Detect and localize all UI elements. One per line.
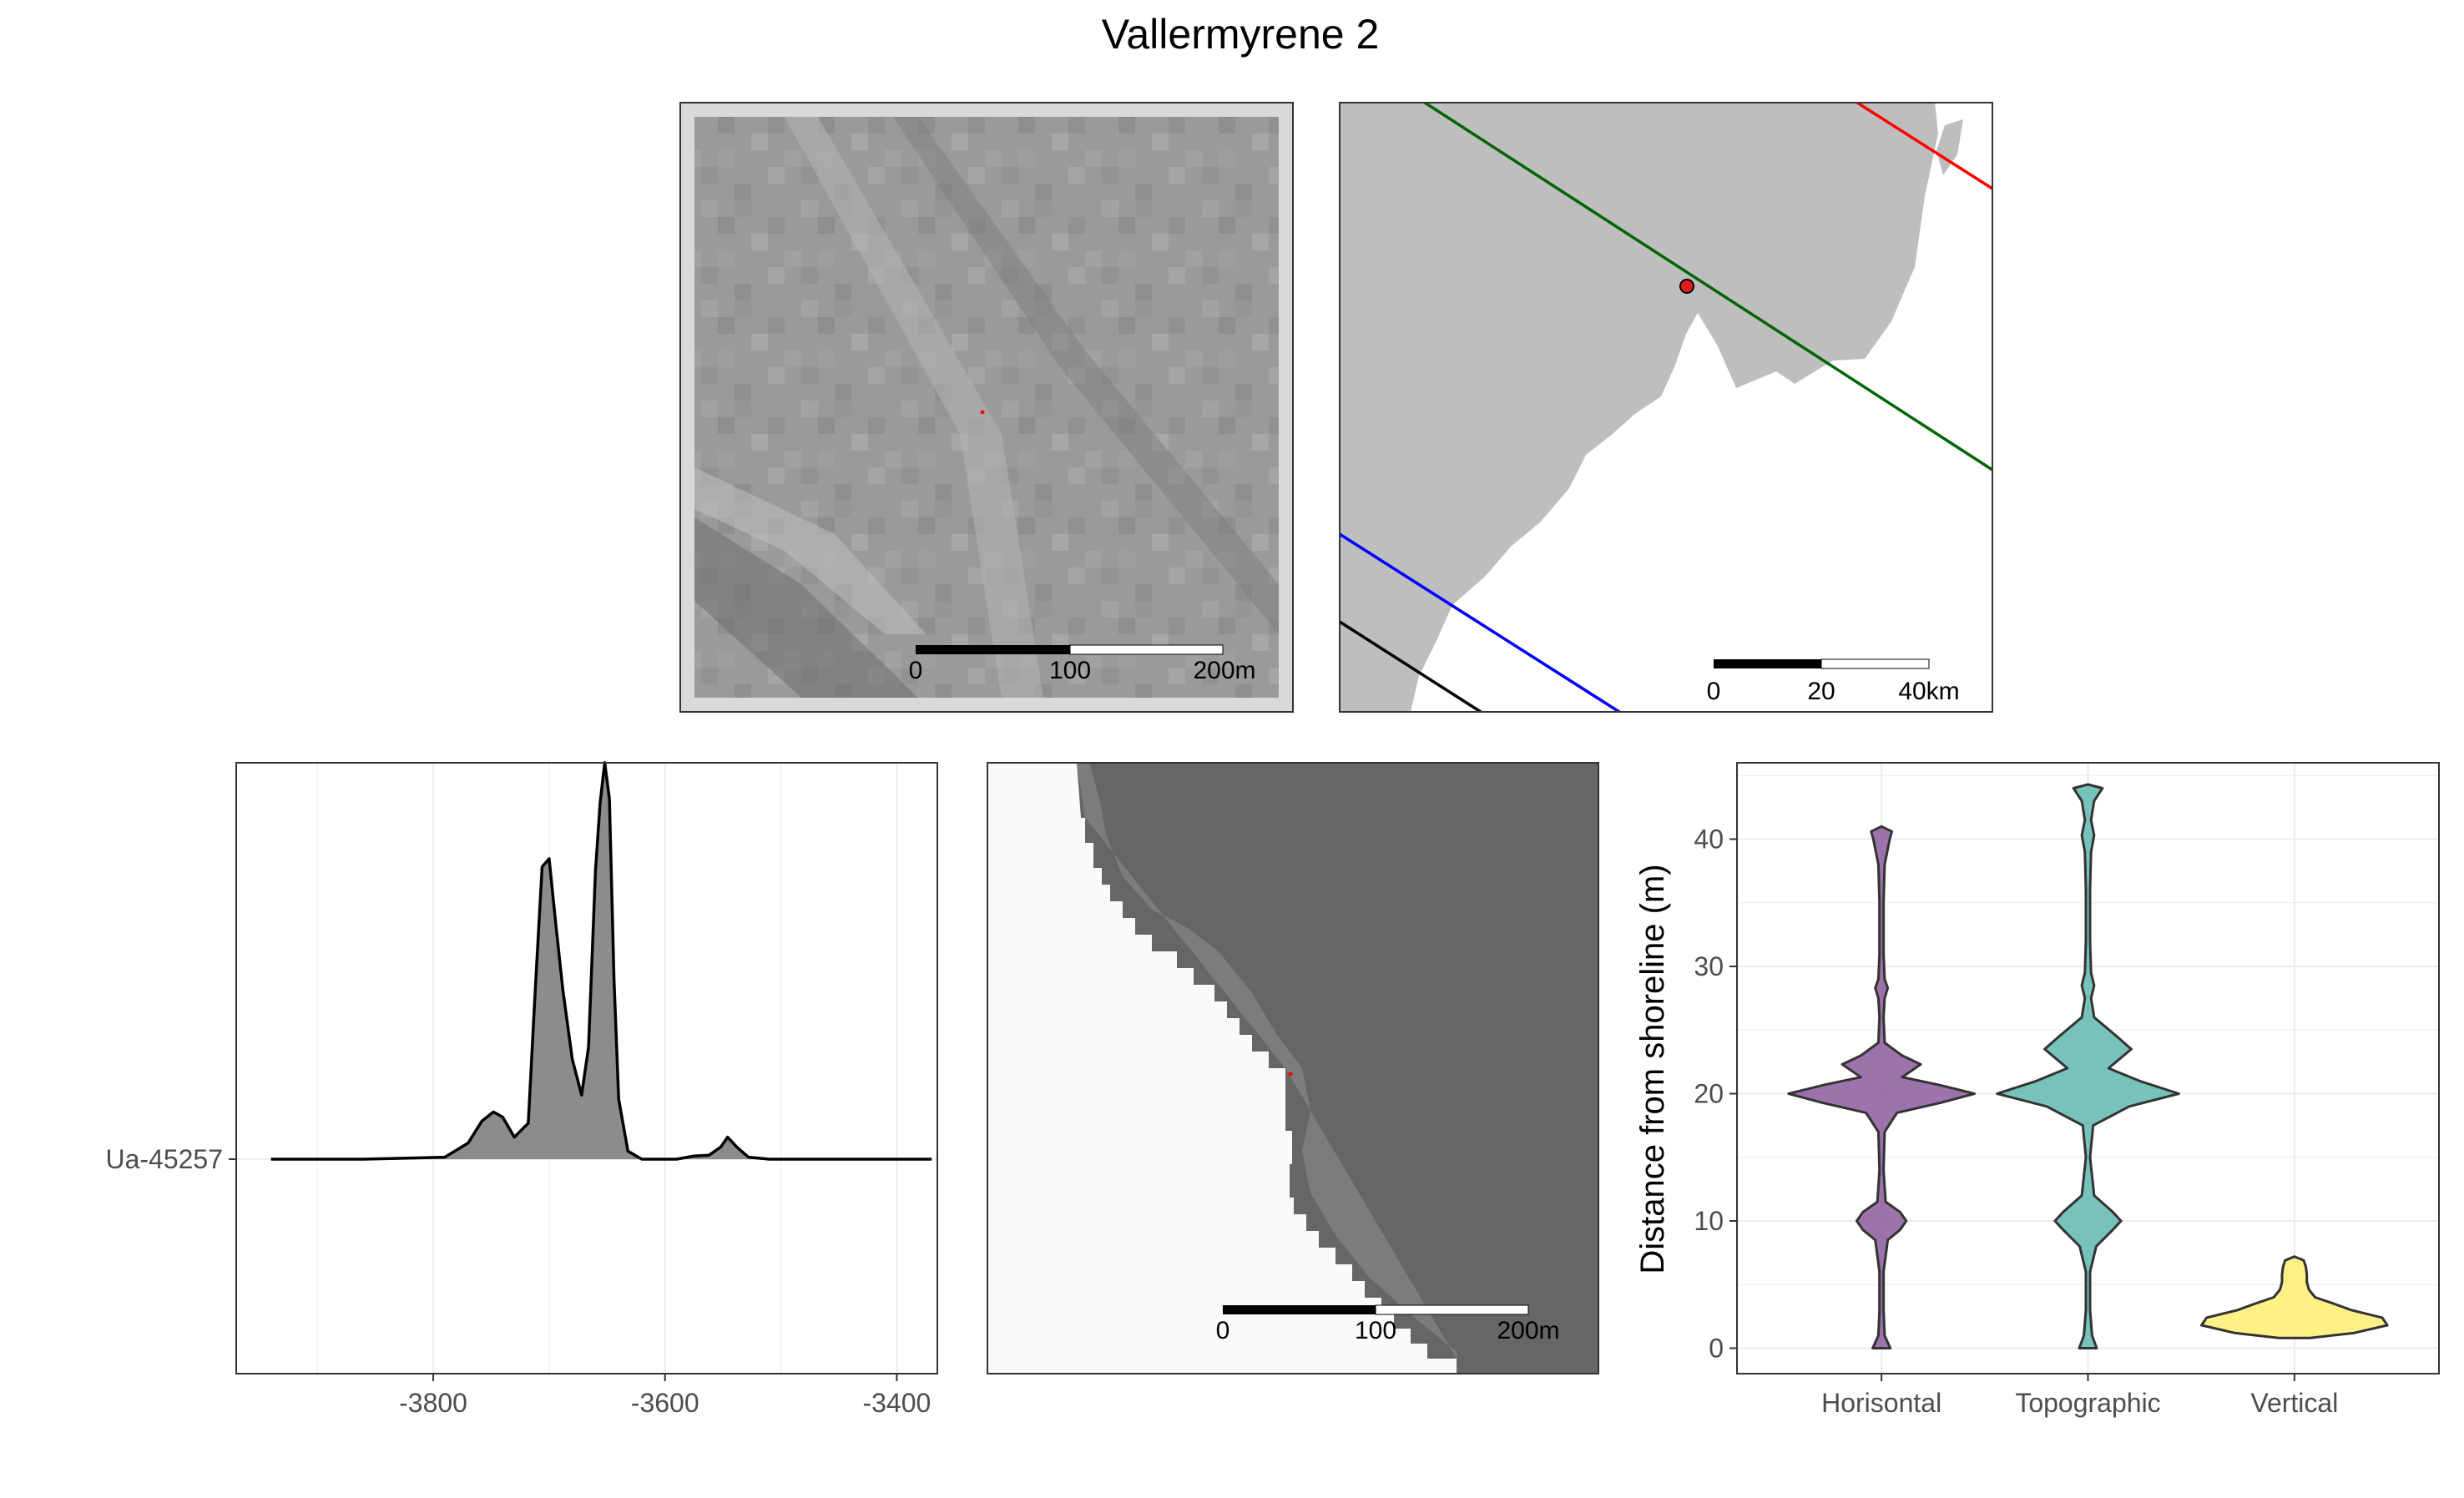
ridge-light (785, 117, 1043, 698)
scale-label-0: 0 (1216, 1317, 1230, 1344)
shoreline-map-panel: 0 100 200m (987, 762, 1599, 1374)
isobase-blue (1340, 532, 1620, 712)
y-axis-title: Distance from shoreline (m) (1634, 864, 1671, 1274)
site-point (980, 410, 985, 415)
land-islet (1936, 119, 1963, 175)
y-tick-label: 10 (1694, 1206, 1724, 1236)
land-area (1340, 103, 1938, 712)
elevation-map-panel: 0 100 200m (679, 102, 1294, 713)
x-axis: Horisontal Topographic Vertical (1821, 1374, 2338, 1418)
figure-title: Vallermyrene 2 (1102, 11, 1380, 58)
scale-bar: 0 100 200m (1216, 1304, 1560, 1344)
scale-label-20: 20 (1807, 678, 1835, 705)
y-tick-label: Ua-45257 (105, 1144, 223, 1174)
isobase-red (1856, 103, 1992, 190)
scale-label-100: 100 (1049, 657, 1091, 684)
x-tick-label: -3800 (399, 1388, 467, 1418)
y-axis: 0 10 20 30 40 (1694, 825, 1737, 1364)
scale-bar: 0 100 200m (909, 644, 1256, 684)
density-area (270, 762, 932, 1159)
scale-label-0: 0 (909, 657, 923, 684)
y-tick-label: 40 (1694, 825, 1724, 855)
violin-horisontal (1787, 825, 1976, 1349)
land-islet-2 (1826, 327, 1845, 351)
scale-label-40km: 40km (1898, 678, 1959, 705)
land-raster (1077, 763, 1598, 1374)
x-tick-label: -3600 (631, 1388, 699, 1418)
scale-label-100: 100 (1355, 1317, 1396, 1344)
scale-bar: 0 20 40km (1707, 658, 1960, 705)
valley-dark (694, 517, 918, 698)
scale-label-200m: 200m (1193, 657, 1255, 684)
x-tick-label: Horisontal (1821, 1388, 1941, 1418)
ridge-dark (893, 117, 1279, 634)
scale-label-0: 0 (1707, 678, 1721, 705)
regional-map-panel: 0 20 40km (1339, 102, 1993, 713)
ridge-light-2 (694, 467, 927, 634)
y-axis: Ua-45257 (105, 1144, 236, 1174)
scale-label-200m: 200m (1497, 1317, 1559, 1344)
density-line (270, 761, 932, 1161)
violin-vertical (2200, 1255, 2389, 1339)
x-tick-label: Topographic (2015, 1388, 2160, 1418)
site-point (1288, 1072, 1293, 1077)
isobase-green (1424, 103, 1992, 472)
site-point (1679, 279, 1694, 294)
x-tick-label: Vertical (2250, 1388, 2338, 1418)
x-tick-label: -3400 (862, 1388, 931, 1418)
radiocarbon-panel: -3800 -3600 -3400 Ua-45257 (105, 761, 938, 1418)
violins (1787, 783, 2389, 1349)
y-tick-label: 30 (1694, 951, 1724, 981)
x-axis: -3800 -3600 -3400 (399, 1374, 931, 1418)
isobase-black (1340, 620, 1482, 712)
y-tick-label: 20 (1694, 1079, 1724, 1109)
land-fringe (1077, 763, 1457, 1359)
violin-topographic (1996, 783, 2180, 1349)
y-tick-label: 0 (1709, 1334, 1724, 1364)
